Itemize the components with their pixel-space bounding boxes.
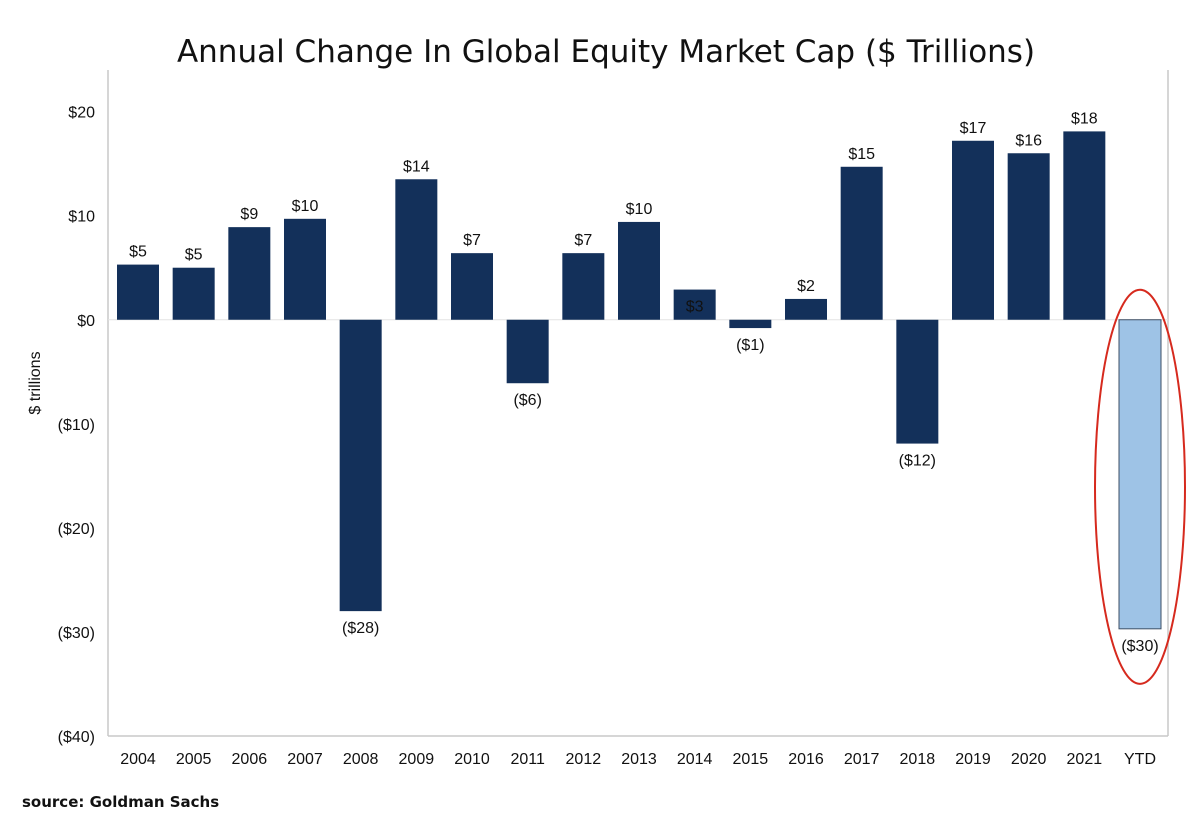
x-tick-label-2021: 2021: [1067, 751, 1103, 768]
bar-2010: [451, 253, 493, 320]
value-label-2017: $15: [848, 146, 875, 163]
x-tick-label-2017: 2017: [844, 751, 880, 768]
x-tick-label-2012: 2012: [566, 751, 602, 768]
y-tick-label: $20: [68, 105, 95, 122]
x-axis-tick-labels: 2004 2005 2006 2007 2008 2009 2010 2011 2012 2013…: [120, 751, 1156, 768]
value-label-2009: $14: [403, 158, 430, 175]
y-axis-tick-labels: $20 $10 $0 ($10) ($20) ($30) ($40): [58, 105, 95, 746]
value-label-2014: $3: [686, 299, 704, 316]
y-tick-label: $10: [68, 209, 95, 226]
value-label-2008: ($28): [342, 620, 379, 637]
bar-2005: [172, 267, 215, 320]
x-tick-label-2009: 2009: [399, 751, 435, 768]
value-label-2011: ($6): [513, 392, 541, 409]
x-tick-label-2005: 2005: [176, 751, 212, 768]
bar-2020: [1007, 153, 1050, 320]
bar-2017: [840, 166, 883, 320]
x-tick-label-2014: 2014: [677, 751, 713, 768]
value-label-2016: $2: [797, 278, 815, 295]
x-tick-label-2018: 2018: [900, 751, 936, 768]
x-tick-label-2006: 2006: [232, 751, 268, 768]
value-label-2010: $7: [463, 232, 481, 249]
bar-2006: [228, 227, 271, 320]
bar-2019: [952, 140, 994, 320]
value-label-YTD: ($30): [1121, 638, 1158, 655]
x-tick-label-2013: 2013: [621, 751, 657, 768]
value-label-2012: $7: [574, 232, 592, 249]
value-label-2015: ($1): [736, 337, 764, 354]
bar-2012: [562, 253, 605, 320]
bar-2009: [395, 179, 438, 320]
x-tick-label-YTD: YTD: [1124, 751, 1156, 768]
bar-2015: [729, 319, 772, 329]
value-label-2007: $10: [292, 198, 319, 215]
y-axis-label: $ trillions: [27, 351, 44, 414]
bars: [117, 131, 1162, 630]
x-tick-label-2019: 2019: [955, 751, 991, 768]
value-label-2006: $9: [240, 206, 258, 223]
bar-2016: [785, 298, 827, 320]
y-tick-label: ($10): [58, 417, 95, 434]
bar-ytd: [1118, 319, 1162, 630]
bar-2021: [1063, 131, 1106, 320]
value-label-2018: ($12): [899, 453, 936, 470]
x-tick-label-2016: 2016: [788, 751, 824, 768]
x-tick-label-2020: 2020: [1011, 751, 1047, 768]
bar-2014: [673, 289, 716, 320]
x-tick-label-2007: 2007: [287, 751, 323, 768]
bar-2018: [896, 319, 939, 444]
ytd-highlight-ellipse: [1094, 288, 1186, 685]
value-label-2005: $5: [185, 247, 203, 264]
source-note: source: Goldman Sachs: [22, 793, 219, 811]
y-tick-label: ($30): [58, 625, 95, 642]
value-label-2004: $5: [129, 244, 147, 261]
value-label-2021: $18: [1071, 110, 1098, 127]
y-tick-label: ($20): [58, 521, 95, 538]
bar-2011: [506, 319, 549, 384]
value-labels: $5 $5 $9 $10 ($28) $14 $7 ($6) $7 $10 $3 ($1) $2 $15 (…: [129, 110, 1159, 654]
y-tick-label: ($40): [58, 729, 95, 746]
x-tick-label-2008: 2008: [343, 751, 379, 768]
x-tick-label-2010: 2010: [454, 751, 490, 768]
x-tick-label-2004: 2004: [120, 751, 156, 768]
bar-2004: [117, 264, 159, 320]
bar-2008: [339, 319, 382, 612]
x-tick-label-2011: 2011: [510, 751, 545, 768]
chart-title: Annual Change In Global Equity Market Ca…: [177, 34, 1035, 70]
value-label-2020: $16: [1015, 132, 1042, 149]
bar-2007: [284, 218, 326, 320]
value-label-2013: $10: [626, 201, 653, 218]
bar-2013: [618, 221, 660, 320]
value-label-2019: $17: [960, 120, 987, 137]
x-tick-label-2015: 2015: [733, 751, 769, 768]
y-tick-label: $0: [77, 313, 95, 330]
